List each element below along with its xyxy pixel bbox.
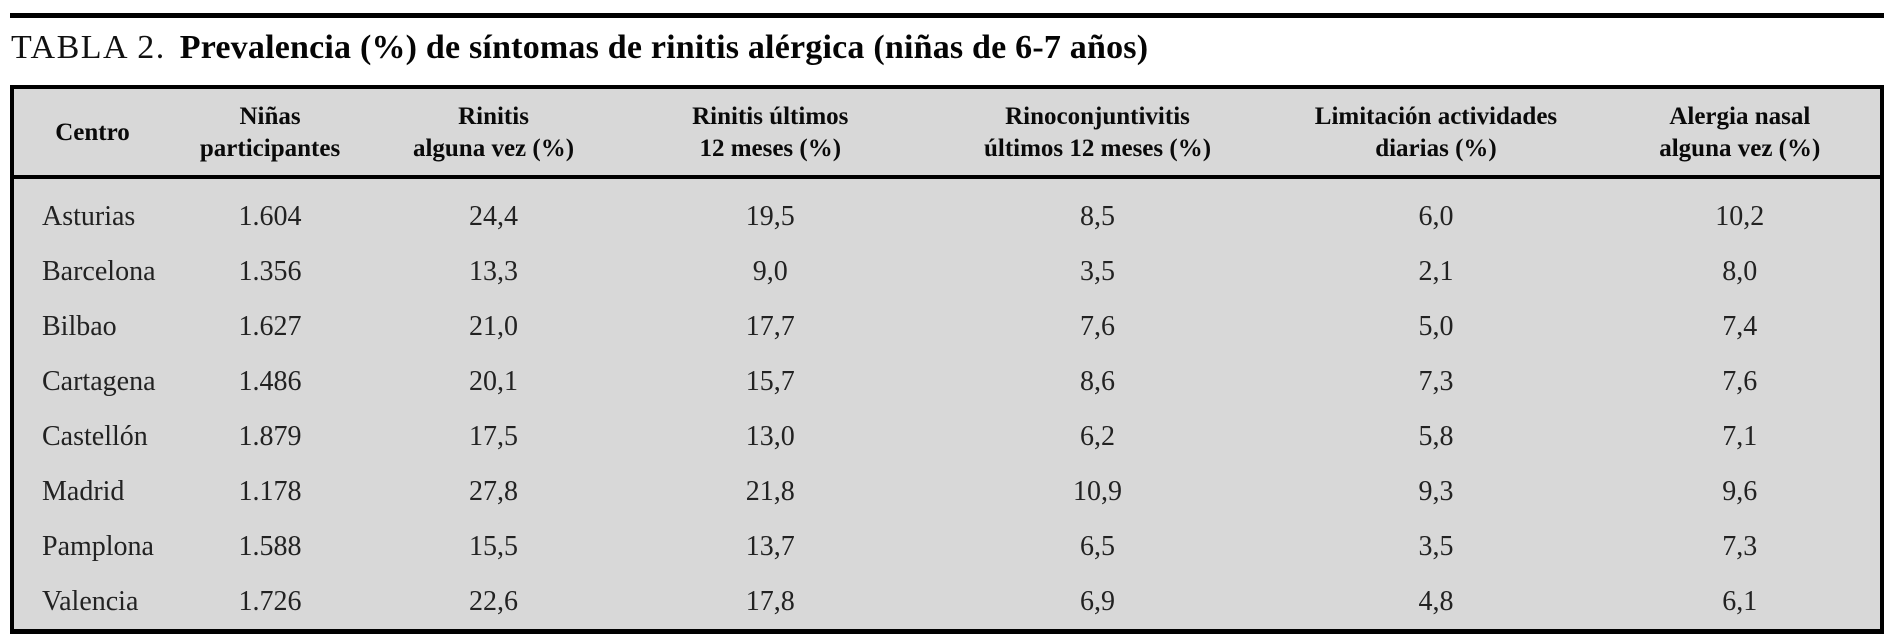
table-cell: 7,4 [1722,310,1758,342]
table-cell: 1.178 [238,475,302,507]
table-cell: 1.627 [238,310,302,342]
table-header: Centro Niñas participantes Rinitis algun… [12,87,1882,179]
table-cell: 6,5 [1080,530,1115,562]
table-cell: 6,1 [1722,585,1758,617]
table-cell: 17,7 [745,310,795,342]
table-cell: 9,3 [1418,475,1454,507]
table-cell: 13,0 [745,420,795,452]
table-cell: 6,0 [1418,200,1454,232]
table-cell: 2,1 [1418,255,1454,287]
table-cell: 21,0 [469,310,518,342]
table-cell: 27,8 [469,475,518,507]
table-cell: 6,2 [1080,420,1115,452]
table-row-madrid: Madrid 1.178 27,8 21,8 10,9 9,3 9,6 [12,464,1882,519]
header-row: Centro Niñas participantes Rinitis algun… [12,87,1882,179]
row-label: Pamplona [42,530,154,562]
table-row-pamplona: Pamplona 1.588 15,5 13,7 6,5 3,5 7,3 [12,519,1882,574]
table-cell: 6,9 [1080,585,1115,617]
table-cell: 17,8 [745,585,795,617]
table-cell: 1.604 [238,200,302,232]
column-header-rinitis-ultimos-12-meses: Rinitis últimos 12 meses (%) [617,87,923,179]
prevalence-table: Centro Niñas participantes Rinitis algun… [10,85,1884,634]
table-row-barcelona: Barcelona 1.356 13,3 9,0 3,5 2,1 8,0 [12,244,1882,299]
table-cell: 1.879 [238,420,302,452]
row-label: Castellón [42,420,148,452]
table-cell: 7,6 [1722,365,1758,397]
table-cell: 9,0 [752,255,788,287]
column-header-alergia-nasal: Alergia nasal alguna vez (%) [1599,87,1882,179]
table-cell: 7,3 [1418,365,1454,397]
table-cell: 21,8 [745,475,795,507]
column-header-rinoconjuntivitis: Rinoconjuntivitis últimos 12 meses (%) [922,87,1273,179]
table-cell: 24,4 [469,200,518,232]
table-title: TABLA 2. Prevalencia (%) de síntomas de r… [11,27,1884,69]
table-cell: 5,8 [1418,420,1454,452]
table-cell: 13,3 [469,255,518,287]
table-cell: 4,8 [1418,585,1454,617]
page: TABLA 2. Prevalencia (%) de síntomas de r… [0,13,1902,639]
table-row-bilbao: Bilbao 1.627 21,0 17,7 7,6 5,0 7,4 [12,299,1882,354]
row-label: Asturias [42,200,136,232]
table-cell: 7,3 [1722,530,1758,562]
table-cell: 15,5 [469,530,518,562]
table-title-text: Prevalencia (%) de síntomas de rinitis a… [179,29,1149,66]
table-cell: 22,6 [469,585,518,617]
table-cell: 15,7 [745,365,795,397]
table-cell: 5,0 [1418,310,1454,342]
table-cell: 13,7 [745,530,795,562]
table-cell: 9,6 [1722,475,1758,507]
table-cell: 10,2 [1715,200,1765,232]
table-cell: 19,5 [745,200,795,232]
table-cell: 8,5 [1080,200,1115,232]
table-cell: 8,0 [1722,255,1758,287]
row-label: Valencia [42,585,139,617]
table-cell: 20,1 [469,365,518,397]
table-cell: 7,1 [1722,420,1758,452]
table-cell: 17,5 [469,420,518,452]
column-header-rinitis-alguna-vez: Rinitis alguna vez (%) [369,87,618,179]
table-cell: 10,9 [1073,475,1122,507]
table-cell: 3,5 [1418,530,1454,562]
table-body: Asturias 1.604 24,4 19,5 8,5 6,0 10,2 Ba… [12,177,1882,632]
table-cell: 3,5 [1080,255,1115,287]
column-header-ninas-participantes: Niñas participantes [170,87,370,179]
table-cell: 8,6 [1080,365,1115,397]
table-label: TABLA 2. [11,29,166,66]
table-cell: 1.588 [238,530,302,562]
table-row-valencia: Valencia 1.726 22,6 17,8 6,9 4,8 6,1 [12,574,1882,632]
row-label: Cartagena [42,365,156,397]
row-label: Barcelona [42,255,156,287]
column-header-centro: Centro [12,87,171,179]
row-label: Bilbao [42,310,117,342]
table-cell: 1.726 [238,585,302,617]
title-top-rule [10,13,1884,18]
table-cell: 1.486 [238,365,302,397]
table-cell: 1.356 [238,255,302,287]
row-label: Madrid [42,475,125,507]
column-header-limitacion-actividades: Limitación actividades diarias (%) [1272,87,1600,179]
table-row-castellon: Castellón 1.879 17,5 13,0 6,2 5,8 7,1 [12,409,1882,464]
table-row-cartagena: Cartagena 1.486 20,1 15,7 8,6 7,3 7,6 [12,354,1882,409]
table-cell: 7,6 [1080,310,1115,342]
table-row-asturias: Asturias 1.604 24,4 19,5 8,5 6,0 10,2 [12,177,1882,244]
